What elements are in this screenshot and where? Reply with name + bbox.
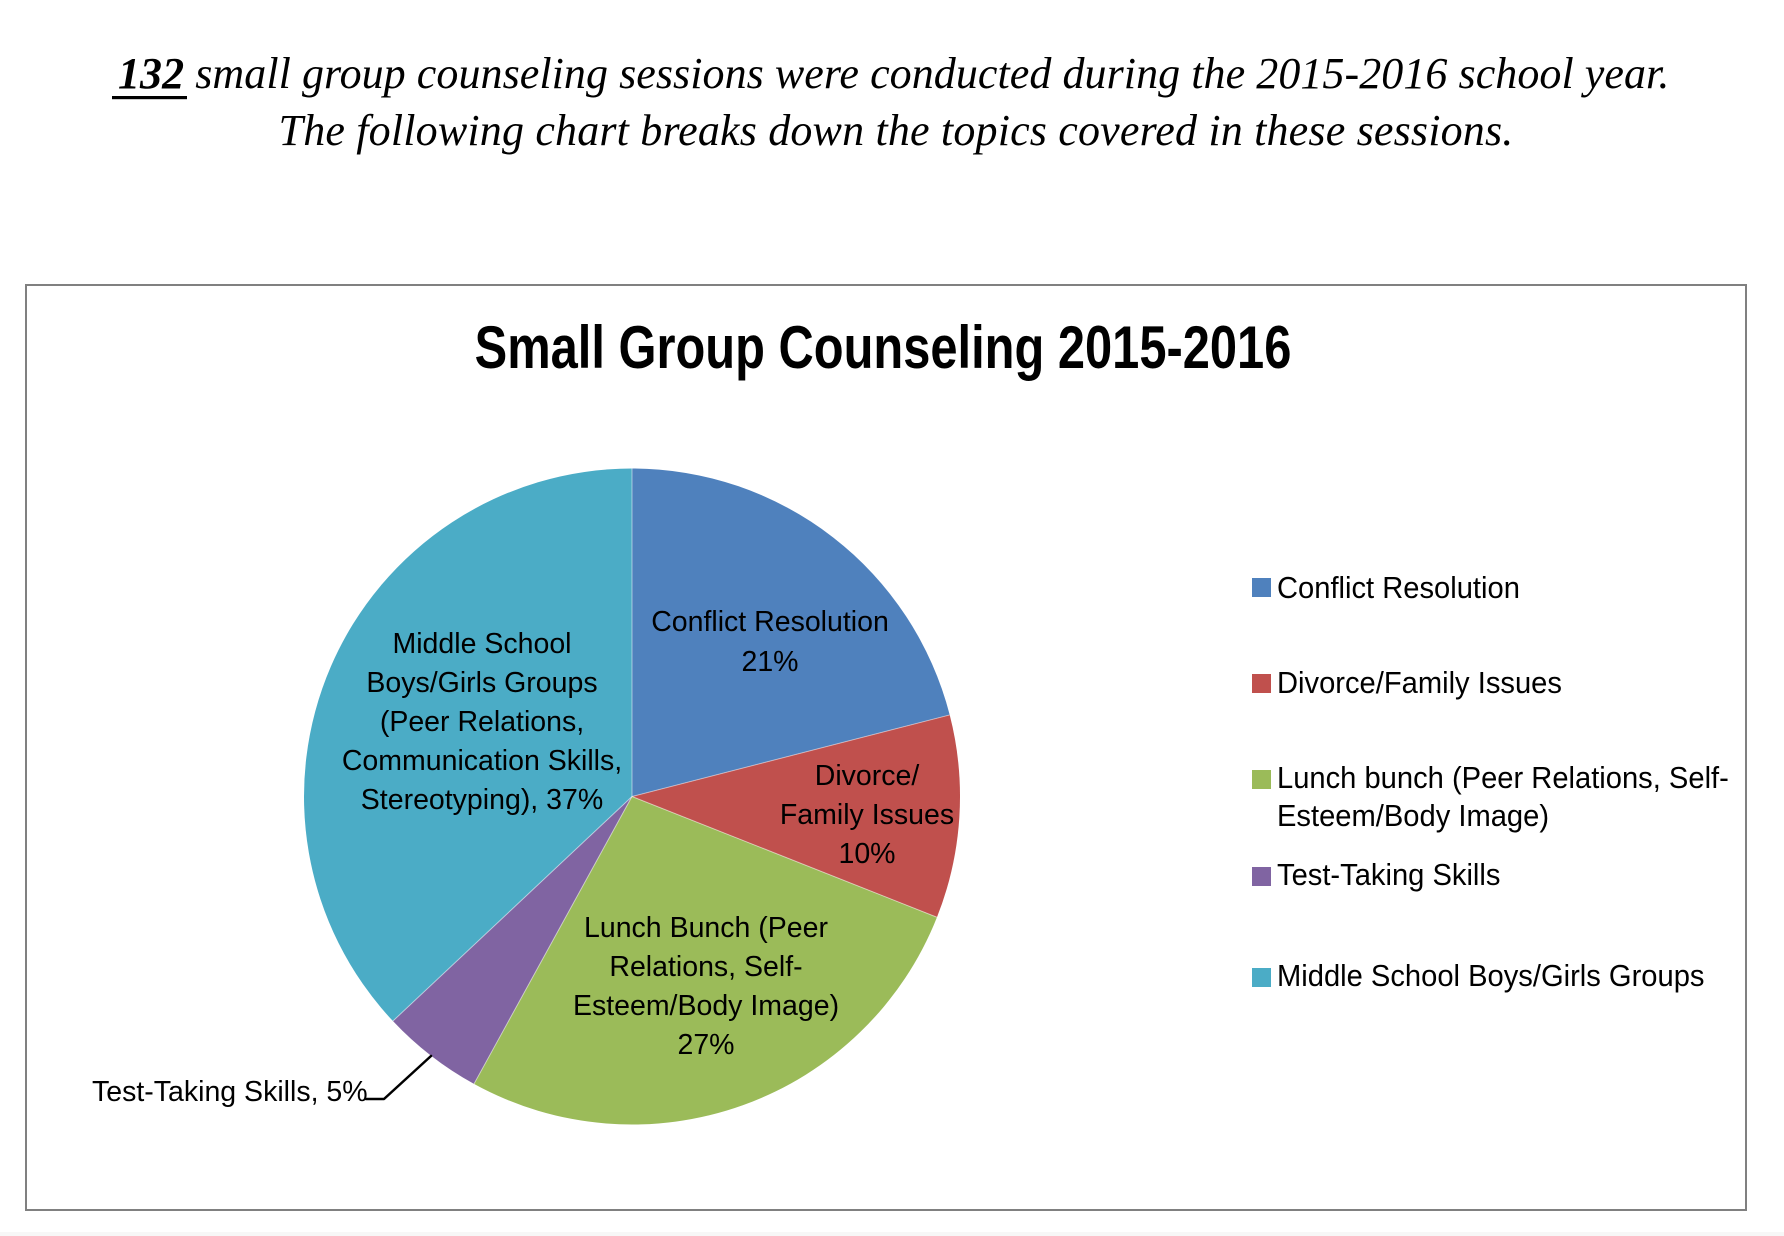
svg-text:Family Issues: Family Issues bbox=[780, 799, 954, 831]
svg-text:Esteem/Body Image): Esteem/Body Image) bbox=[573, 990, 839, 1022]
svg-text:Relations, Self-: Relations, Self- bbox=[609, 951, 802, 983]
svg-text:132 small group counseling ses: 132 small group counseling sessions were… bbox=[118, 49, 1669, 98]
svg-text:Divorce/Family Issues: Divorce/Family Issues bbox=[1277, 666, 1562, 700]
svg-text:Esteem/Body Image): Esteem/Body Image) bbox=[1277, 799, 1549, 833]
svg-text:27%: 27% bbox=[677, 1029, 734, 1061]
svg-text:Small Group Counseling 2015-20: Small Group Counseling 2015-2016 bbox=[475, 313, 1292, 381]
svg-text:Stereotyping), 37%: Stereotyping), 37% bbox=[361, 784, 603, 816]
svg-text:The following chart breaks dow: The following chart breaks down the topi… bbox=[279, 106, 1514, 155]
svg-text:Boys/Girls Groups: Boys/Girls Groups bbox=[366, 667, 597, 699]
svg-text:Lunch bunch (Peer Relations, S: Lunch bunch (Peer Relations, Self- bbox=[1277, 761, 1729, 795]
svg-text:Conflict Resolution: Conflict Resolution bbox=[651, 606, 889, 638]
svg-text:Lunch Bunch (Peer: Lunch Bunch (Peer bbox=[584, 912, 828, 944]
svg-text:Conflict Resolution: Conflict Resolution bbox=[1277, 571, 1520, 605]
svg-text:(Peer Relations,: (Peer Relations, bbox=[380, 706, 584, 738]
svg-text:10%: 10% bbox=[838, 838, 895, 870]
svg-text:Test-Taking Skills: Test-Taking Skills bbox=[1277, 858, 1500, 892]
svg-text:Communication Skills,: Communication Skills, bbox=[342, 745, 622, 777]
svg-text:Test-Taking Skills, 5%: Test-Taking Skills, 5% bbox=[92, 1076, 368, 1108]
svg-text:Divorce/: Divorce/ bbox=[815, 760, 920, 792]
svg-text:Middle School: Middle School bbox=[392, 628, 571, 660]
svg-text:Middle School Boys/Girls Group: Middle School Boys/Girls Groups bbox=[1277, 959, 1704, 993]
svg-text:21%: 21% bbox=[741, 646, 798, 678]
